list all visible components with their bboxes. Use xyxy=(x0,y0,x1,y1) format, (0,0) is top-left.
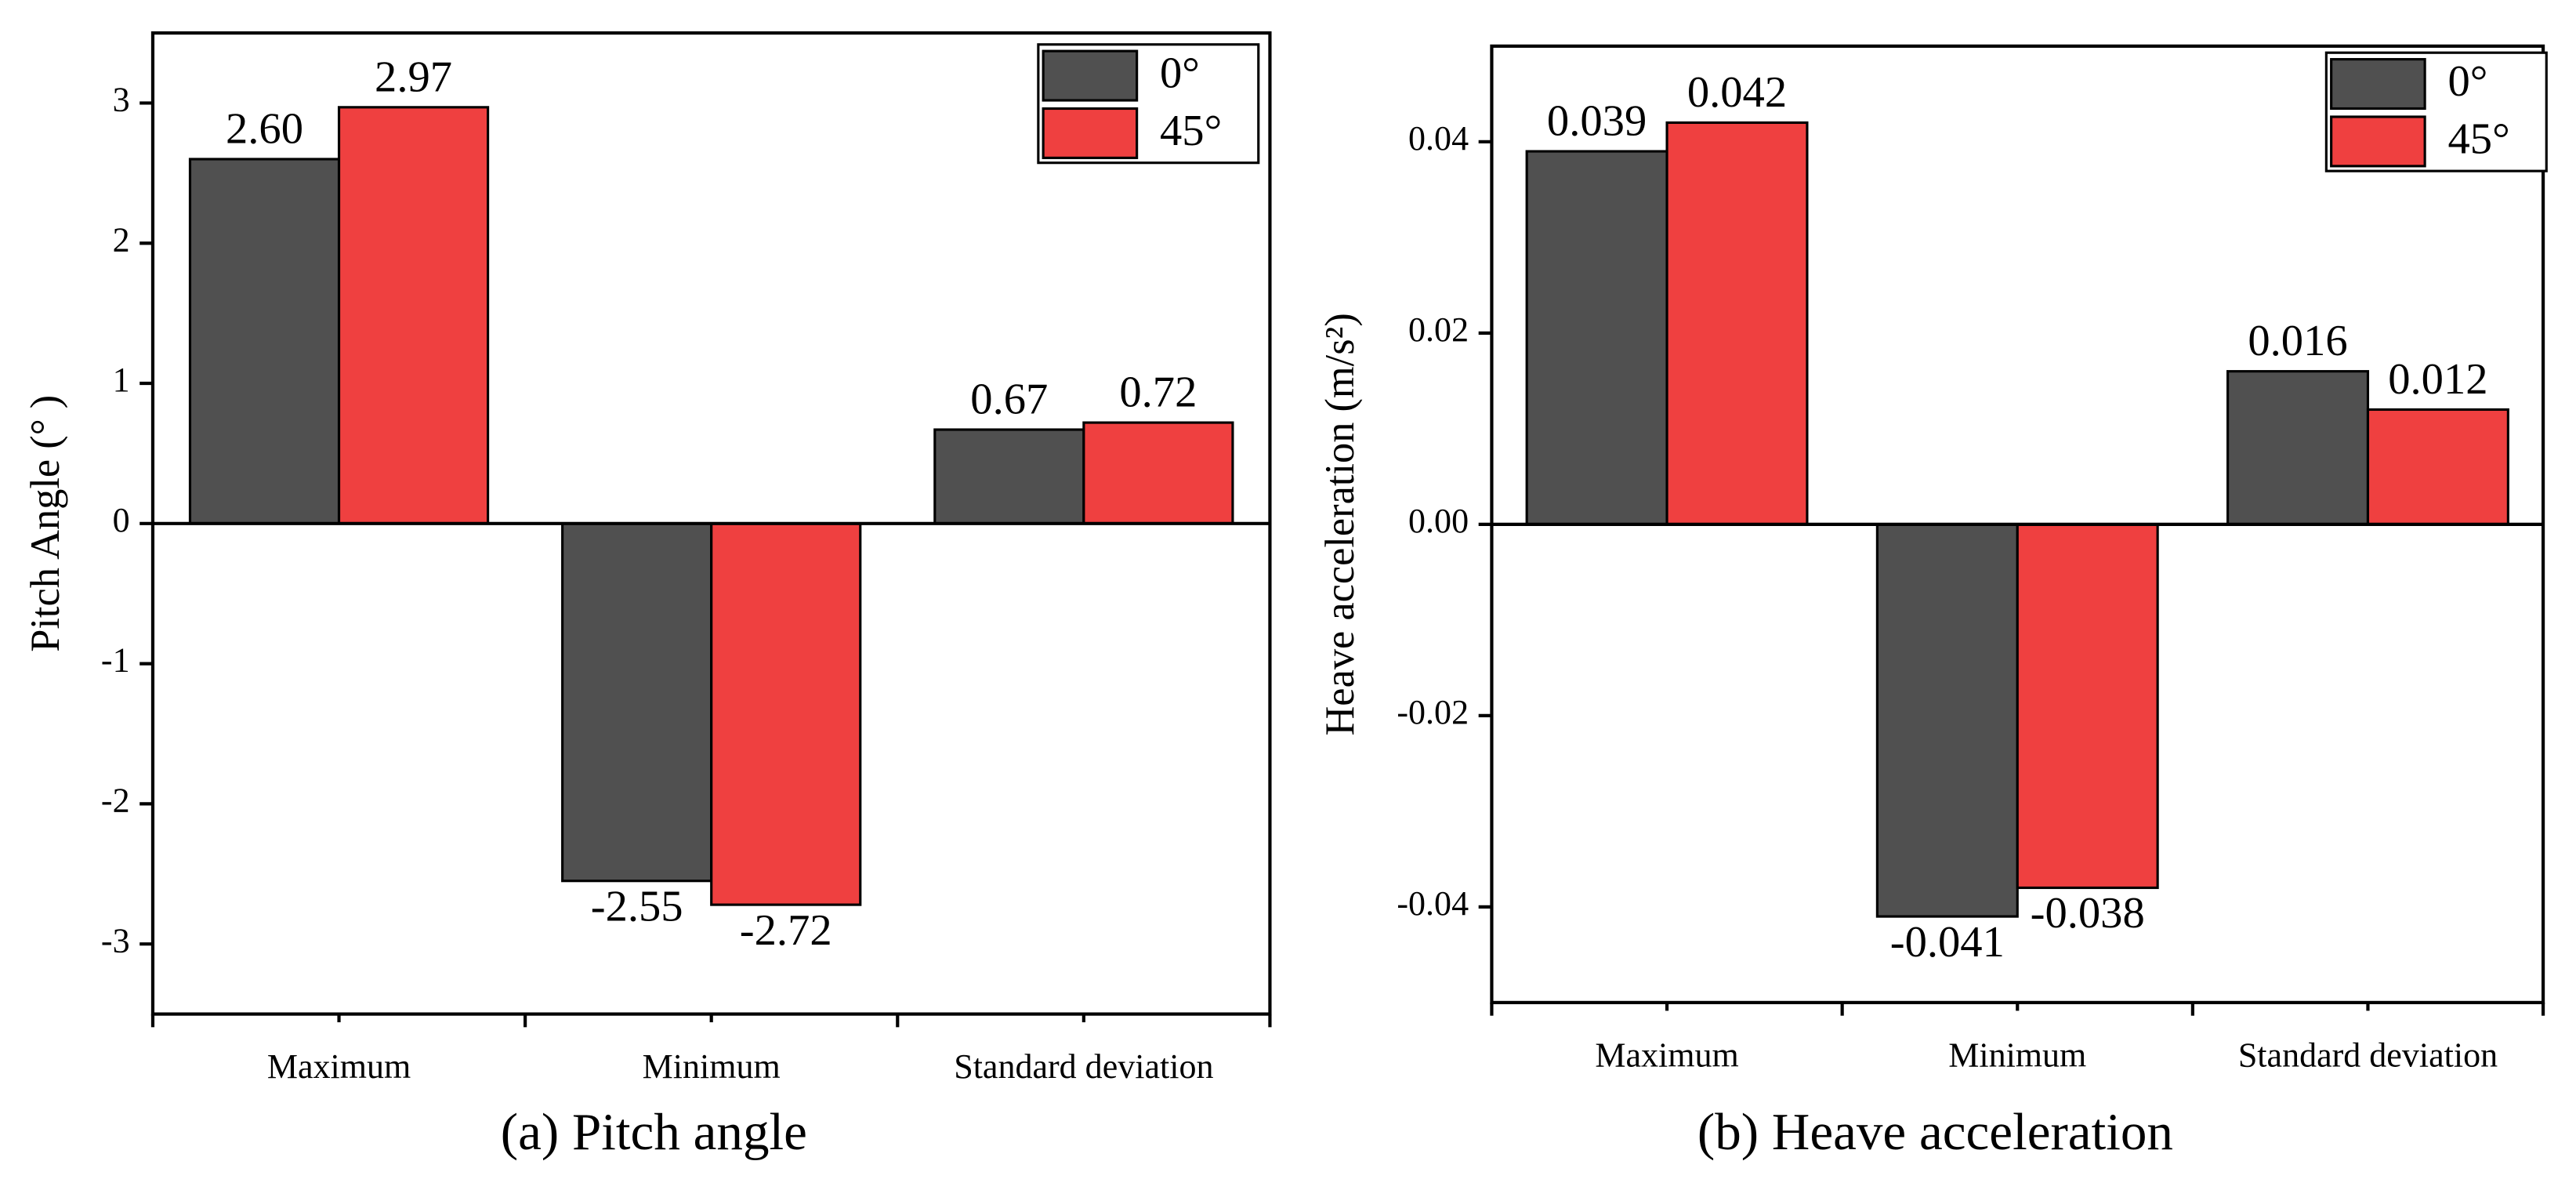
x-tick-label: Maximum xyxy=(267,1047,411,1086)
legend-swatch xyxy=(2330,115,2426,168)
legend-swatch xyxy=(1042,49,1139,102)
legend-label: 0° xyxy=(1160,49,1200,98)
legend-swatch xyxy=(1042,107,1139,159)
x-tick-label: Minimum xyxy=(1948,1036,2086,1074)
y-tick-label: -0.02 xyxy=(1397,693,1469,731)
bar xyxy=(2226,370,2370,526)
value-label: 2.97 xyxy=(375,53,452,101)
y-tick-label: 0.00 xyxy=(1408,502,1469,540)
x-tick-label: Standard deviation xyxy=(2238,1036,2498,1074)
bar xyxy=(561,522,713,883)
bar xyxy=(2366,408,2509,526)
y-axis-title: Heave acceleration (m/s²) xyxy=(1317,313,1363,735)
x-tick-label: Standard deviation xyxy=(954,1047,1213,1086)
value-label: -0.041 xyxy=(1890,918,2005,967)
legend: 0°45° xyxy=(2324,51,2548,172)
y-tick-label: 1 xyxy=(113,361,130,399)
bar xyxy=(188,158,341,525)
bar xyxy=(1875,523,2019,918)
value-label: -2.72 xyxy=(740,906,832,955)
y-tick-label: 0.02 xyxy=(1408,310,1469,349)
x-tick-label: Maximum xyxy=(1595,1036,1738,1074)
y-axis-title: Pitch Angle (° ) xyxy=(23,395,68,652)
legend-label: 0° xyxy=(2447,57,2487,106)
value-label: -2.55 xyxy=(591,882,683,931)
chart-panel: 0.039 -0.041 0.016 0.042 -0.038 0.012 -0.04 -0.… xyxy=(1317,44,2548,1161)
y-tick-label: -1 xyxy=(101,641,130,680)
y-tick-label: 0 xyxy=(113,501,130,539)
y-tick-label: -0.04 xyxy=(1397,884,1469,923)
bar xyxy=(2016,523,2159,890)
value-label: 0.012 xyxy=(2388,355,2487,404)
y-tick-label: 3 xyxy=(113,81,130,119)
caption: (a) Pitch angle xyxy=(501,1102,807,1161)
bar xyxy=(1665,121,1809,526)
bar xyxy=(337,106,490,525)
y-tick-label: 2 xyxy=(113,220,130,259)
y-tick-label: 0.04 xyxy=(1408,119,1469,158)
x-tick-label: Minimum xyxy=(643,1047,781,1086)
legend-swatch xyxy=(2330,58,2426,111)
bar xyxy=(710,522,862,906)
bar xyxy=(1525,150,1668,526)
caption: (b) Heave acceleration xyxy=(1697,1102,2173,1161)
chart-panel: 2.60 -2.55 0.67 2.97 -2.72 0.72 -3 -2 -1 0 1 2 3 Maxi… xyxy=(23,31,1272,1161)
value-label: 0.042 xyxy=(1687,68,1787,117)
value-label: -0.038 xyxy=(2031,889,2145,938)
value-label: 0.039 xyxy=(1547,96,1647,145)
bar xyxy=(1082,421,1234,525)
legend-label: 45° xyxy=(2447,115,2509,164)
y-tick-label: -3 xyxy=(101,921,130,960)
y-tick-label: -2 xyxy=(101,781,130,819)
legend-label: 45° xyxy=(1160,107,1222,155)
legend: 0°45° xyxy=(1037,43,1260,165)
value-label: 0.67 xyxy=(970,375,1048,423)
value-label: 2.60 xyxy=(226,104,303,153)
value-label: 0.016 xyxy=(2248,317,2347,365)
value-label: 0.72 xyxy=(1119,368,1197,417)
bar xyxy=(933,428,1085,525)
